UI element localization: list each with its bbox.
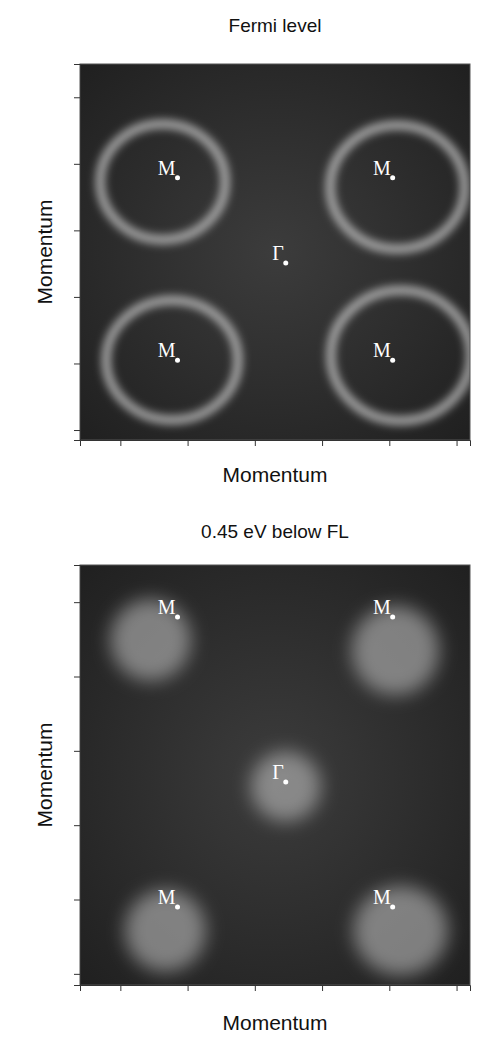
- intensity-spot: [251, 752, 321, 822]
- y-tick-mark: [74, 297, 80, 298]
- fermi-pocket: [331, 290, 470, 420]
- y-tick: [74, 164, 80, 165]
- panel: M M Γ M M 0.45 eV below FL Momentum Momentum: [33, 521, 471, 1034]
- symmetry-point: [390, 358, 395, 363]
- symmetry-point: [175, 175, 180, 180]
- x-axis-line: [81, 441, 471, 447]
- symmetry-point: [175, 358, 180, 363]
- fermi-pocket: [106, 300, 238, 420]
- intensity-spot: [110, 599, 191, 681]
- x-axis-title: Momentum: [222, 1011, 327, 1034]
- y-tick-mark: [74, 825, 80, 826]
- x-tick-mark: [188, 440, 189, 446]
- y-tick: [74, 363, 80, 364]
- x-tick-mark: [188, 985, 189, 991]
- x-tick-mark: [322, 440, 323, 446]
- panel-title: 0.45 eV below FL: [201, 521, 349, 542]
- panel: M M Γ M M Fermi level Momentum Momentum: [33, 15, 471, 486]
- point-label: M: [158, 596, 176, 618]
- x-axis: [81, 985, 471, 991]
- y-tick: [74, 602, 80, 603]
- x-tick: [322, 440, 323, 446]
- symmetry-point: [390, 615, 395, 620]
- point-label: Γ: [272, 761, 284, 783]
- point-label: Γ: [272, 242, 284, 264]
- y-tick: [74, 297, 80, 298]
- plot-background: [80, 565, 470, 985]
- y-tick: [74, 430, 80, 431]
- x-tick-mark: [255, 985, 256, 991]
- point-label: M: [158, 157, 176, 179]
- x-axis-line: [81, 986, 471, 992]
- x-tick: [389, 440, 390, 446]
- y-tick-mark: [74, 974, 80, 975]
- y-tick-mark: [74, 677, 80, 678]
- y-tick: [74, 974, 80, 975]
- y-tick: [74, 677, 80, 678]
- intensity-spot: [352, 606, 439, 695]
- y-tick-mark: [74, 602, 80, 603]
- x-tick-mark: [120, 440, 121, 446]
- symmetry-point: [283, 780, 288, 785]
- marks: [100, 124, 470, 421]
- symmetry-point: [175, 904, 180, 909]
- y-tick-mark: [74, 97, 80, 98]
- point-label: M: [373, 886, 391, 908]
- y-tick: [74, 230, 80, 231]
- y-tick: [74, 825, 80, 826]
- x-tick: [457, 440, 458, 446]
- point-label: M: [373, 596, 391, 618]
- x-tick: [389, 985, 390, 991]
- plot-frame: [80, 565, 470, 985]
- y-tick-mark: [74, 230, 80, 231]
- x-axis: [81, 440, 471, 446]
- x-tick: [188, 440, 189, 446]
- y-tick-mark: [74, 430, 80, 431]
- x-tick-mark: [255, 440, 256, 446]
- y-axis: [74, 65, 81, 441]
- plot-frame: [80, 64, 470, 440]
- y-tick: [74, 900, 80, 901]
- x-tick-mark: [389, 440, 390, 446]
- plot-background: [80, 64, 470, 440]
- point-label: M: [373, 339, 391, 361]
- y-tick-mark: [74, 900, 80, 901]
- fermi-pocket: [100, 124, 225, 240]
- y-axis-title: Momentum: [33, 199, 56, 304]
- x-tick-mark: [389, 985, 390, 991]
- symmetry-point: [390, 904, 395, 909]
- x-tick-mark: [322, 985, 323, 991]
- y-axis-line: [74, 566, 81, 986]
- x-tick-mark: [120, 985, 121, 991]
- x-axis-title: Momentum: [222, 463, 327, 486]
- fermi-pocket: [330, 125, 464, 249]
- y-tick-mark: [74, 164, 80, 165]
- x-tick: [255, 985, 256, 991]
- x-tick-mark: [457, 440, 458, 446]
- y-tick: [74, 97, 80, 98]
- x-tick-mark: [457, 985, 458, 991]
- point-label: M: [158, 886, 176, 908]
- intensity-spot: [354, 886, 448, 975]
- x-tick: [457, 985, 458, 991]
- y-tick: [74, 751, 80, 752]
- marks: [110, 599, 448, 975]
- x-tick: [188, 985, 189, 991]
- point-label: M: [158, 339, 176, 361]
- symmetry-point: [283, 260, 288, 265]
- x-tick: [120, 440, 121, 446]
- figure: M M Γ M M Fermi level Momentum Momentum M M Γ M M 0.4…: [0, 0, 485, 1056]
- x-tick: [120, 985, 121, 991]
- point-label: M: [373, 157, 391, 179]
- y-tick-mark: [74, 751, 80, 752]
- x-tick: [322, 985, 323, 991]
- symmetry-point: [390, 175, 395, 180]
- symmetry-point: [175, 615, 180, 620]
- x-tick: [255, 440, 256, 446]
- y-axis: [74, 566, 81, 986]
- y-axis-line: [74, 65, 81, 441]
- panel-title: Fermi level: [229, 15, 322, 36]
- y-axis-title: Momentum: [33, 722, 56, 827]
- y-tick-mark: [74, 363, 80, 364]
